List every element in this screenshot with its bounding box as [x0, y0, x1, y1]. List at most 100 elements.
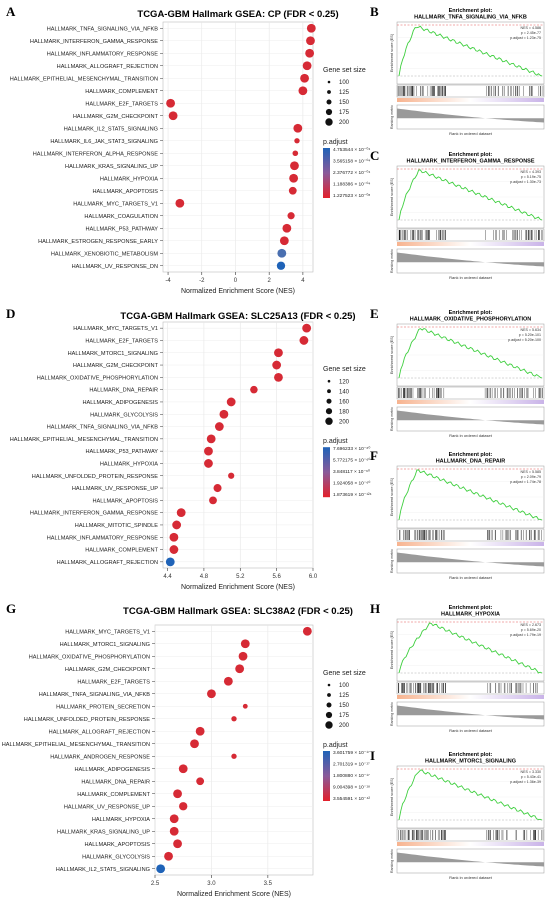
x-tick-label: -4 — [165, 278, 171, 284]
gsea-panel-b: B Enrichment plot:HALLMARK_TNFA_SIGNALING… — [370, 4, 545, 136]
x-tick-label: 6.0 — [309, 574, 318, 580]
es-axis-label: Enrichment score (ES) — [390, 33, 394, 72]
data-point — [226, 397, 236, 407]
size-legend-label: 180 — [339, 409, 350, 415]
x-tick-label: 5.2 — [236, 574, 245, 580]
x-tick-label: -2 — [199, 278, 205, 284]
data-point — [302, 626, 312, 636]
es-curve — [398, 169, 543, 221]
data-point — [235, 664, 245, 674]
y-tick-label: HALLMARK_MYC_TARGETS_V1 — [73, 326, 158, 332]
color-legend-label: 1.227523 × 10⁻⁰⁸ — [333, 193, 370, 199]
gsea-stat: p = 5.43e-41 — [521, 775, 541, 779]
color-legend-label: 4.753544 × 10⁻⁰⁴ — [333, 147, 370, 153]
data-point — [173, 839, 182, 849]
color-legend-label: 7.696233 × 10⁻⁶⁰ — [333, 446, 370, 452]
data-point — [206, 434, 216, 444]
y-tick-label: HALLMARK_COMPLEMENT — [77, 792, 150, 798]
size-legend-label: 100 — [339, 80, 350, 86]
gsea-stat: NES = 5.585 — [521, 470, 541, 474]
data-point — [294, 138, 300, 144]
data-point — [274, 372, 283, 382]
data-point — [213, 484, 222, 493]
color-legend-label: 3.848117 × 10⁻⁶⁰ — [333, 469, 370, 475]
x-tick-label: 0 — [234, 278, 238, 284]
data-point — [250, 385, 258, 394]
ranking-axis-label: Ranking metric — [390, 407, 394, 431]
rank-axis-label: Rank in ordered dataset — [449, 875, 493, 880]
ranking-axis-label: Ranking metric — [390, 249, 394, 273]
y-tick-label: HALLMARK_G2M_CHECKPOINT — [65, 667, 151, 673]
data-point — [305, 48, 315, 58]
size-legend-title: Gene set size — [323, 67, 366, 74]
panel-letter: C — [370, 148, 379, 163]
size-legend-dot — [325, 721, 333, 729]
y-tick-label: HALLMARK_PROTEIN_SECRETION — [56, 704, 150, 710]
ranking-axis-label: Ranking metric — [390, 849, 394, 873]
y-tick-label: HALLMARK_UV_RESPONSE_UP — [72, 486, 158, 492]
y-tick-label: HALLMARK_COAGULATION — [84, 214, 158, 220]
y-tick-label: HALLMARK_APOPTOSIS — [93, 189, 159, 195]
data-point — [231, 716, 237, 722]
gsea-panel-i: I Enrichment plot:HALLMARK_MTORC1_SIGNALI… — [370, 748, 545, 880]
gsea-stat: NES = 5.634 — [521, 328, 541, 332]
size-legend-label: 200 — [339, 419, 350, 425]
y-tick-label: HALLMARK_TNFA_SIGNALING_VIA_NFKB — [47, 425, 159, 431]
size-legend-dot — [327, 379, 331, 383]
data-point — [279, 236, 289, 246]
rank-color-bar — [397, 542, 544, 546]
size-legend-dot — [325, 417, 333, 425]
plot-area — [162, 21, 314, 273]
rank-axis-label: Rank in ordered dataset — [449, 728, 493, 733]
data-point — [165, 557, 175, 567]
y-tick-label: HALLMARK_E2F_TARGETS — [77, 679, 150, 685]
data-point — [207, 689, 216, 699]
gsea-stat: NES = 3.330 — [521, 770, 541, 774]
data-point — [178, 764, 188, 774]
size-legend-label: 200 — [339, 120, 350, 126]
gsea-title: HALLMARK_HYPOXIA — [441, 612, 500, 618]
gsea-stat: p.adjust = 1.23e-75 — [510, 36, 541, 40]
x-axis-label: Normalized Enrichment Score (NES) — [177, 891, 291, 898]
ranking-axis-label: Ranking metric — [390, 702, 394, 726]
gsea-stat: p.adjust = 1.36e-39 — [510, 780, 541, 784]
data-point — [306, 23, 316, 33]
x-tick-label: 4.4 — [163, 574, 172, 580]
size-legend-label: 150 — [339, 100, 350, 106]
data-point — [172, 520, 182, 530]
ranking-metric-area — [397, 108, 544, 123]
color-legend-label: 2.376772 × 10⁻⁰⁴ — [333, 170, 370, 176]
hit-barcode — [396, 228, 545, 242]
size-legend-dot — [325, 408, 333, 415]
y-tick-label: HALLMARK_IL2_STAT5_SIGNALING — [64, 126, 158, 132]
y-tick-label: HALLMARK_INTERFERON_GAMMA_RESPONSE — [30, 511, 158, 517]
y-tick-label: HALLMARK_INFLAMMATORY_RESPONSE — [47, 51, 159, 57]
y-tick-label: HALLMARK_ALLOGRAFT_REJECTION — [57, 560, 158, 566]
y-tick-label: HALLMARK_EPITHELIAL_MESENCHYMAL_TRANSITI… — [2, 742, 150, 748]
gsea-stat: p = 5.19e-75 — [521, 175, 541, 179]
gsea-stat: p = 5.20e-101 — [519, 333, 541, 337]
y-tick-label: HALLMARK_P53_PATHWAY — [85, 449, 158, 455]
size-legend-dot — [327, 693, 331, 697]
data-point — [214, 422, 224, 431]
gsea-stat: p.adjust = 5.20e-100 — [508, 338, 541, 342]
gsea-header: Enrichment plot: — [449, 605, 493, 611]
y-tick-label: HALLMARK_DNA_REPAIR — [89, 388, 158, 394]
ranking-metric-area — [397, 705, 544, 720]
data-point — [276, 261, 286, 270]
color-legend-label: 1.188386 × 10⁻⁰⁴ — [333, 182, 370, 188]
y-tick-label: HALLMARK_IL6_JAK_STAT3_SIGNALING — [50, 139, 158, 145]
rank-color-bar — [397, 98, 544, 102]
data-point — [287, 212, 295, 220]
x-tick-label: 4.8 — [200, 574, 209, 580]
gsea-stat: p.adjust = 1.79e-19 — [510, 633, 541, 637]
size-legend-dot — [325, 711, 333, 719]
y-tick-label: HALLMARK_OXIDATIVE_PHOSPHORYLATION — [37, 375, 158, 381]
panel-letter: F — [370, 448, 378, 463]
x-tick-label: 2.5 — [151, 881, 160, 887]
color-legend-title: p.adjust — [323, 139, 348, 146]
y-tick-label: HALLMARK_APOPTOSIS — [93, 498, 159, 504]
size-legend-title: Gene set size — [323, 670, 366, 677]
